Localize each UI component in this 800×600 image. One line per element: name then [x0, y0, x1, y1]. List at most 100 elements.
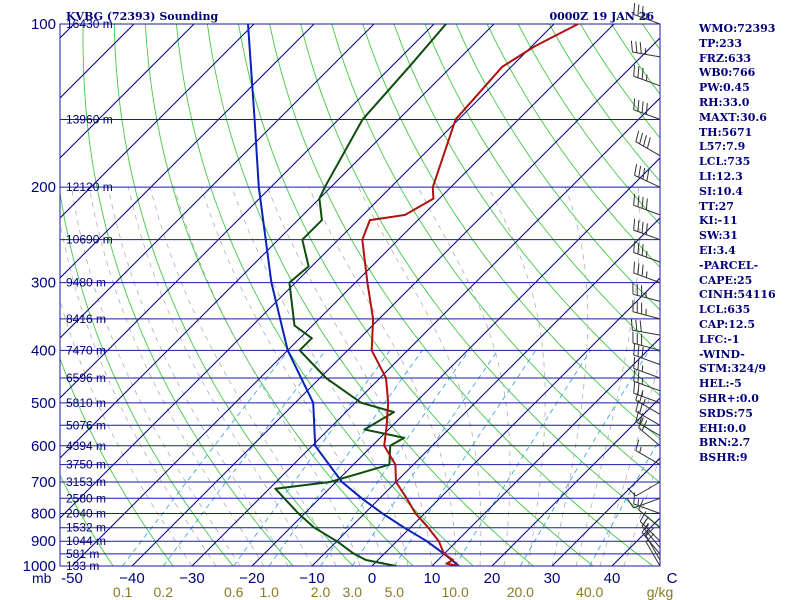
wind-barb-half [641, 390, 644, 397]
isotherm [191, 97, 660, 566]
axis-layer [59, 23, 661, 567]
wind-barb [630, 318, 661, 336]
dewpoint-trace-point [389, 444, 392, 447]
height-label: 5076 m [66, 418, 106, 432]
temperature-trace-point [443, 553, 445, 555]
pressure-label: 100 [31, 16, 56, 33]
wind-barb [627, 481, 661, 497]
parcel-trace-point [312, 401, 315, 404]
wind-barb-staff [638, 427, 661, 447]
dry-adiabat [269, 24, 654, 566]
dewpoint-trace-point [360, 401, 363, 404]
temperature-trace-point [501, 66, 503, 68]
parcel-trace-point [257, 186, 260, 189]
dewpoint-trace-point [298, 349, 301, 352]
wind-barb-full [637, 220, 640, 232]
wind-barb-full [635, 41, 638, 53]
temperature-trace-point [454, 118, 457, 121]
height-label: 1532 m [66, 521, 106, 535]
pressure-label: 800 [31, 505, 56, 522]
wind-barb [633, 369, 661, 392]
wind-barb-full [635, 319, 638, 332]
temperature-trace [361, 24, 579, 566]
wind-barb-full [633, 64, 636, 77]
wind-barb-full [634, 164, 638, 176]
station-title: KVBG (72393) Sounding [66, 10, 218, 23]
wind-barb-staff [645, 541, 661, 567]
parcel-trace-point [425, 540, 428, 543]
dewpoint-trace-point [365, 559, 367, 561]
wind-barb [639, 511, 661, 542]
wind-barb-half [642, 519, 648, 525]
pressure-label: 1000 [23, 558, 56, 575]
mixing-ratio-label: 2.0 [311, 584, 331, 600]
wind-barb-staff [635, 450, 661, 466]
index-item: LI:12.3 [699, 169, 743, 183]
wind-barb-full [637, 358, 640, 371]
parcel-trace-point [381, 512, 384, 515]
wind-barb-column [626, 3, 661, 567]
temperature-trace-point [387, 401, 390, 404]
mixing-ratio-label: 5.0 [385, 584, 405, 600]
dewpoint-trace-point [307, 265, 310, 268]
index-item: SW:31 [699, 229, 738, 243]
wind-barb-full [637, 383, 640, 395]
wind-barb-staff [632, 293, 661, 302]
dewpoint-trace-point [403, 436, 406, 439]
index-item: SHR+:0.0 [699, 391, 759, 405]
wind-barb [633, 343, 661, 366]
wind-barb-full [641, 221, 644, 234]
wind-barb [635, 130, 661, 157]
wind-barb [630, 40, 661, 58]
dewpoint-trace-point [329, 481, 331, 483]
moist-adiabat [575, 187, 641, 566]
index-item: TP:233 [699, 36, 743, 50]
index-item: LFC:-1 [699, 332, 740, 346]
index-item: BSHR:9 [699, 451, 748, 465]
wind-barb-staff [639, 521, 661, 542]
wind-barb-full [645, 223, 648, 235]
isotherm [71, 24, 615, 566]
height-label: 9480 m [66, 276, 106, 290]
wind-barb-full [633, 357, 636, 369]
dry-adiabat [393, 24, 660, 397]
parcel-trace-point [314, 444, 317, 447]
isotherm [0, 24, 14, 566]
temperature-trace-point [385, 377, 387, 379]
height-label: 581 m [66, 547, 99, 561]
height-label: 3750 m [66, 458, 106, 472]
index-item: CAPE:25 [699, 273, 753, 287]
index-item: -PARCEL- [699, 258, 759, 272]
wind-barb-full [630, 318, 633, 331]
dry-adiabat [60, 357, 174, 566]
height-label: 13960 m [66, 112, 113, 126]
wind-barb [635, 439, 661, 466]
height-label: 1044 m [66, 534, 106, 548]
wind-barb-staff [641, 532, 661, 555]
temperature-trace-point [452, 559, 454, 561]
mixing-ratio-line [320, 350, 470, 566]
wind-barb-half [645, 12, 648, 20]
index-item: SRDS:75 [699, 406, 753, 420]
wind-barb [633, 3, 661, 25]
wind-barb-half [644, 530, 649, 537]
dewpoint-trace-point [335, 540, 338, 543]
dry-adiabat [60, 190, 234, 566]
height-label: 6596 m [66, 371, 106, 385]
wind-barb-half [637, 499, 640, 506]
height-label: 7470 m [66, 343, 106, 357]
temperature-tick-label: −20 [239, 570, 264, 587]
isotherm [491, 397, 660, 566]
dewpoint-trace-point [323, 186, 326, 189]
parcel-trace-point [360, 497, 363, 500]
mixing-ratio-line [589, 437, 660, 566]
isotherm [311, 217, 660, 566]
index-item: TH:5671 [699, 125, 753, 139]
height-label: 16430 m [66, 17, 113, 31]
dewpoint-trace-point [274, 487, 277, 490]
dry-adiabat [424, 24, 660, 354]
pressure-unit-label: mb [32, 570, 52, 586]
mixing-ratio-line [162, 350, 327, 566]
dewpoint-trace-point [325, 377, 327, 379]
